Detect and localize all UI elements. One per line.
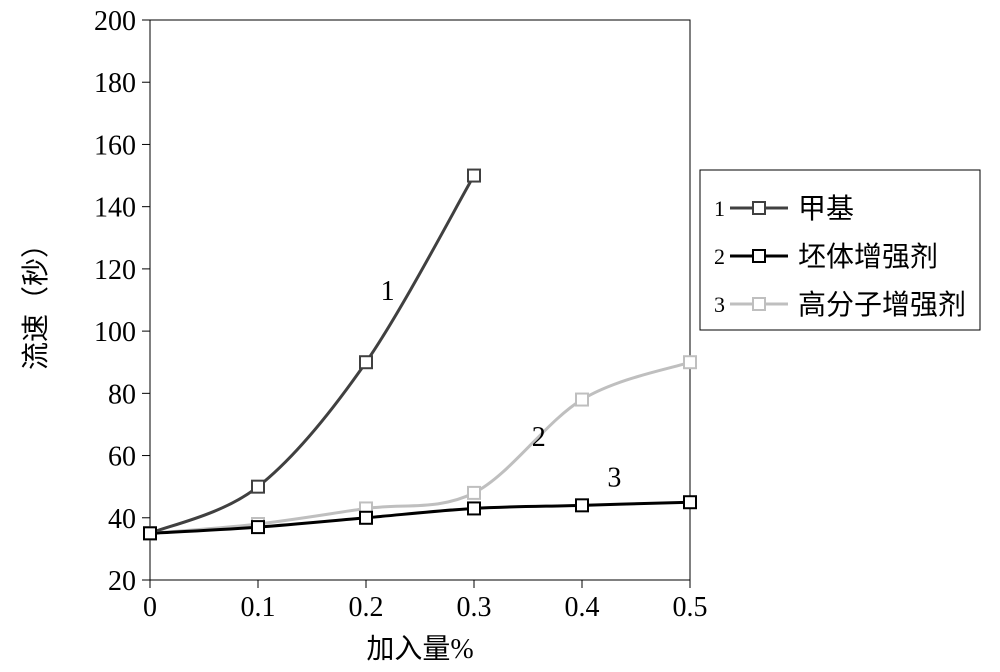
- y-tick-label: 100: [94, 317, 136, 348]
- legend-marker: [753, 298, 765, 310]
- series-marker-s3: [144, 527, 156, 539]
- x-tick-label: 0: [143, 592, 157, 623]
- legend-num: 1: [714, 196, 725, 221]
- series-line-s1: [150, 176, 474, 534]
- legend-label: 高分子增强剂: [798, 289, 966, 321]
- y-tick-label: 80: [108, 379, 136, 410]
- chart-container: 20 40 60 80 100 120 140 160 180 200 0 0.1 0.2 0.3 0.4 0…: [0, 0, 1000, 672]
- series-marker-s3: [576, 499, 588, 511]
- series-marker-s3: [252, 521, 264, 533]
- y-tick-label: 20: [108, 566, 136, 597]
- y-tick-label: 140: [94, 193, 136, 224]
- series-marker-s3: [468, 502, 480, 514]
- y-tick-label: 200: [94, 6, 136, 37]
- y-axis-title: 流速（秒）: [20, 230, 52, 370]
- y-tick-label: 120: [94, 255, 136, 286]
- y-tick-label: 60: [108, 442, 136, 473]
- legend-label: 坯体增强剂: [798, 241, 938, 273]
- y-tick-label: 40: [108, 504, 136, 535]
- series-marker-s3: [684, 496, 696, 508]
- series-marker-s2: [576, 394, 588, 406]
- series-inline-label: 2: [532, 422, 546, 453]
- x-tick-label: 0.4: [565, 592, 600, 623]
- series-marker-s2: [684, 356, 696, 368]
- legend-label: 甲基: [798, 193, 854, 225]
- line-chart: 20 40 60 80 100 120 140 160 180 200 0 0.1 0.2 0.3 0.4 0…: [0, 0, 1000, 672]
- series-marker-s3: [360, 512, 372, 524]
- series-marker-s1: [252, 481, 264, 493]
- series-inline-label: 1: [381, 276, 395, 307]
- series-marker-s1: [360, 356, 372, 368]
- x-tick-label: 0.5: [673, 592, 708, 623]
- legend-num: 2: [714, 244, 725, 269]
- series-marker-s2: [468, 487, 480, 499]
- y-tick-label: 180: [94, 68, 136, 99]
- legend-marker: [753, 202, 765, 214]
- legend-num: 3: [714, 292, 725, 317]
- x-axis-title: 加入量%: [366, 634, 473, 665]
- legend-marker: [753, 250, 765, 262]
- series-line-s2: [150, 362, 690, 533]
- y-tick-label: 160: [94, 130, 136, 161]
- x-tick-label: 0.3: [457, 592, 492, 623]
- x-tick-label: 0.1: [241, 592, 276, 623]
- x-tick-label: 0.2: [349, 592, 384, 623]
- series-inline-label: 3: [607, 463, 621, 494]
- series-marker-s1: [468, 170, 480, 182]
